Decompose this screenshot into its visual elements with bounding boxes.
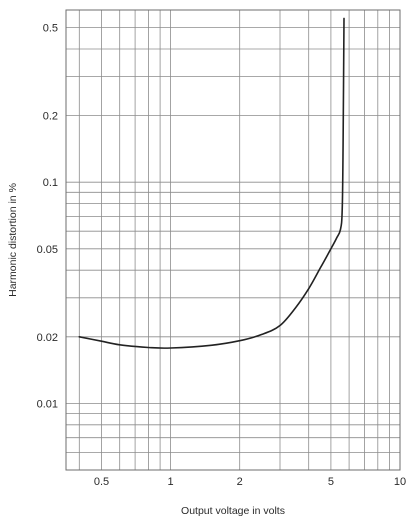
grid bbox=[66, 10, 401, 470]
y-tick-label: 0.2 bbox=[43, 111, 58, 123]
x-tick-label: 0.5 bbox=[94, 476, 109, 488]
plot-frame bbox=[65, 9, 401, 471]
tick-labels: 0.5 1 2 5 10 0.5 0.2 0.1 0.05 0.02 0.01 bbox=[37, 23, 407, 489]
distortion-curve bbox=[78, 17, 345, 349]
y-tick-label: 0.1 bbox=[43, 177, 58, 189]
y-axis-label: Harmonic distortion in % bbox=[7, 183, 19, 297]
y-tick-label: 0.5 bbox=[43, 23, 58, 35]
x-axis-label: Output voltage in volts bbox=[181, 505, 285, 517]
y-tick-label: 0.02 bbox=[37, 332, 58, 344]
series-layer bbox=[78, 17, 345, 349]
x-tick-label: 1 bbox=[168, 476, 174, 488]
x-tick-label: 2 bbox=[237, 476, 243, 488]
y-tick-label: 0.01 bbox=[37, 398, 58, 410]
y-tick-label: 0.05 bbox=[37, 244, 58, 256]
x-tick-label: 5 bbox=[328, 476, 334, 488]
x-tick-label: 10 bbox=[394, 476, 406, 488]
